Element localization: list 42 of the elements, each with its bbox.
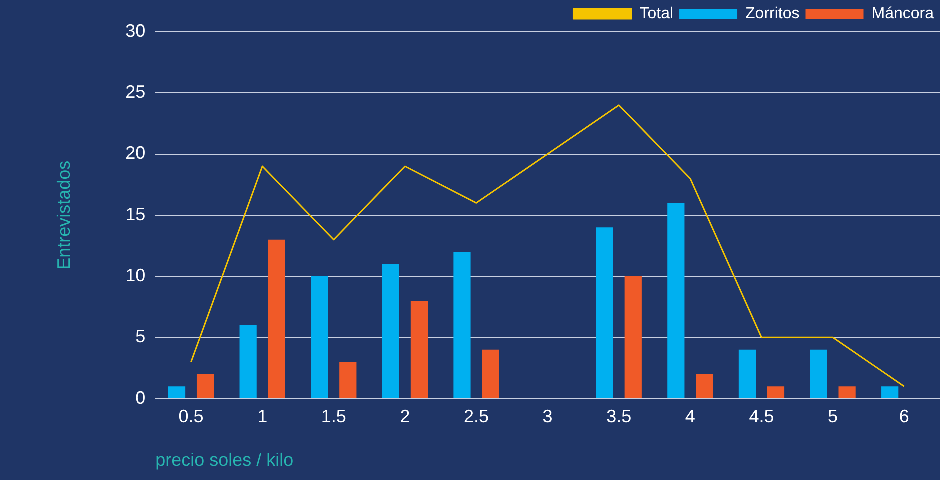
bar xyxy=(410,300,428,398)
bar xyxy=(482,350,500,398)
bar xyxy=(696,374,714,398)
bar xyxy=(268,240,286,398)
bar xyxy=(810,350,828,398)
y-tick-label: 30 xyxy=(126,20,146,41)
bar xyxy=(311,276,328,398)
bar xyxy=(340,362,357,398)
y-tick-label: 0 xyxy=(136,388,146,408)
x-tick-label: 2 xyxy=(400,406,410,427)
bar xyxy=(738,350,756,398)
bar xyxy=(767,386,785,398)
x-tick-label: 1.5 xyxy=(321,406,346,427)
bar xyxy=(382,264,400,398)
legend-label: Máncora xyxy=(872,5,934,22)
x-tick-label: 2.5 xyxy=(464,406,490,427)
bar xyxy=(240,325,257,398)
y-tick-label: 20 xyxy=(126,143,146,164)
x-tick-label: 6 xyxy=(899,406,910,427)
y-axis-title: Entrevistados xyxy=(54,160,74,270)
bar xyxy=(838,386,856,398)
legend-label: Zorritos xyxy=(746,5,800,22)
y-tick-label: 25 xyxy=(126,82,146,102)
legend-label: Total xyxy=(640,5,674,22)
x-tick-label: 4 xyxy=(685,406,696,427)
x-tick-label: 0.5 xyxy=(178,406,204,427)
x-tick-label: 4.5 xyxy=(749,406,774,427)
x-tick-label: 1 xyxy=(258,406,268,427)
x-tick-label: 3.5 xyxy=(606,406,632,427)
bar xyxy=(882,386,899,398)
bar xyxy=(168,386,186,398)
bar xyxy=(454,252,471,398)
x-axis-title: precio soles / kilo xyxy=(156,450,294,470)
x-tick-label: 3 xyxy=(542,406,553,427)
y-tick-label: 10 xyxy=(126,266,146,286)
bar xyxy=(668,203,685,398)
bar xyxy=(624,276,642,398)
y-tick-label: 5 xyxy=(136,326,146,347)
x-tick-label: 5 xyxy=(828,406,838,427)
y-tick-label: 15 xyxy=(126,204,146,224)
bar xyxy=(596,228,614,398)
bar xyxy=(196,374,214,398)
